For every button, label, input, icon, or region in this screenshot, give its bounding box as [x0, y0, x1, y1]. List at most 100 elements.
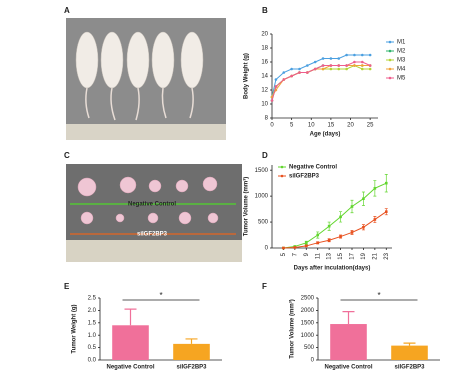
point	[316, 241, 320, 245]
x-tick-label: 21	[372, 252, 378, 259]
point	[362, 197, 365, 201]
point	[384, 181, 388, 185]
y-tick-label: 0.0	[88, 358, 97, 364]
point	[321, 67, 325, 71]
point	[304, 241, 308, 245]
legend-marker	[280, 174, 284, 178]
point	[290, 74, 293, 78]
point	[327, 238, 331, 242]
y-tick-label: 1.0	[88, 333, 97, 339]
point	[329, 57, 333, 60]
bar	[391, 345, 428, 360]
point	[270, 99, 274, 102]
panel-label: E	[64, 282, 70, 291]
point	[384, 210, 388, 213]
series-line	[283, 211, 387, 249]
point	[353, 64, 356, 67]
legend-marker	[388, 76, 392, 80]
y-axis-label: Tumor Volume (mm³)	[243, 177, 250, 236]
legend-label: siIGF2BP3	[289, 174, 320, 180]
bar	[112, 325, 149, 360]
x-tick-label: 15	[328, 123, 335, 129]
point	[360, 67, 364, 71]
series-line	[271, 54, 371, 98]
y-tick-label: 18	[261, 46, 268, 52]
photo-tumors: Negative Control siIGF2BP3	[66, 164, 242, 262]
point	[337, 67, 341, 71]
point	[298, 67, 301, 71]
x-tick-label: siIGF2BP3	[176, 365, 207, 371]
point	[329, 67, 333, 71]
point	[362, 225, 365, 229]
x-tick-label: 23	[384, 252, 390, 259]
y-tick-label: 0	[265, 246, 269, 252]
photo-label: siIGF2BP3	[137, 232, 168, 238]
point	[282, 246, 285, 250]
point	[313, 67, 317, 71]
y-tick-label: 1.5	[88, 320, 97, 326]
point	[368, 67, 372, 71]
point	[306, 71, 309, 74]
point	[360, 60, 364, 64]
panel-label: F	[262, 282, 267, 291]
x-tick-label: 9	[304, 252, 310, 256]
legend-label: M3	[397, 58, 406, 64]
point	[373, 218, 377, 221]
point	[345, 53, 348, 57]
point	[304, 244, 308, 248]
point	[350, 231, 354, 234]
series-line	[271, 61, 371, 101]
series-line	[271, 65, 371, 98]
legend-marker	[280, 165, 284, 169]
panel-label: C	[64, 151, 70, 160]
point	[345, 64, 348, 67]
point	[368, 53, 372, 57]
y-axis-label: Body Weight (g)	[244, 53, 250, 99]
y-axis-label: Tumor Weight (g)	[72, 304, 78, 353]
legend-label: M1	[397, 40, 406, 46]
bar	[330, 324, 367, 360]
y-tick-label: 1500	[301, 320, 315, 326]
legend-label: Negative Control	[289, 165, 337, 171]
legend-label: M2	[397, 49, 406, 55]
significance-label: *	[377, 291, 380, 300]
y-tick-label: 2.5	[88, 296, 97, 302]
point	[373, 187, 377, 190]
y-tick-label: 2500	[301, 296, 315, 302]
y-tick-label: 8	[265, 116, 269, 122]
point	[360, 64, 364, 67]
point	[353, 53, 356, 57]
legend-label: M4	[397, 67, 406, 73]
x-tick-label: Negative Control	[324, 365, 372, 371]
legend-marker	[388, 40, 392, 44]
point	[368, 64, 372, 67]
point	[313, 60, 317, 64]
photo-label: Negative Control	[128, 202, 176, 208]
point	[329, 64, 333, 67]
y-tick-label: 20	[261, 32, 268, 38]
x-tick-label: 20	[347, 123, 354, 129]
y-tick-label: 500	[258, 220, 269, 226]
panel-label: A	[64, 6, 70, 15]
panel-label: D	[262, 151, 268, 160]
point	[345, 67, 348, 71]
x-tick-label: 11	[315, 252, 321, 259]
y-tick-label: 14	[261, 74, 268, 80]
point	[274, 78, 278, 81]
point	[321, 64, 325, 67]
point	[339, 235, 342, 238]
x-tick-label: 13	[327, 252, 333, 259]
y-tick-label: 0	[311, 358, 315, 364]
error-bar	[403, 342, 416, 346]
x-tick-label: 17	[350, 252, 356, 259]
x-tick-label: 5	[281, 252, 287, 256]
point	[321, 57, 325, 60]
point	[306, 64, 309, 67]
x-tick-label: siIGF2BP3	[394, 365, 425, 371]
legend-marker	[388, 67, 392, 71]
x-tick-label: 10	[308, 123, 315, 129]
point	[353, 60, 356, 64]
legend-label: M5	[397, 76, 406, 82]
y-tick-label: 12	[261, 88, 268, 94]
